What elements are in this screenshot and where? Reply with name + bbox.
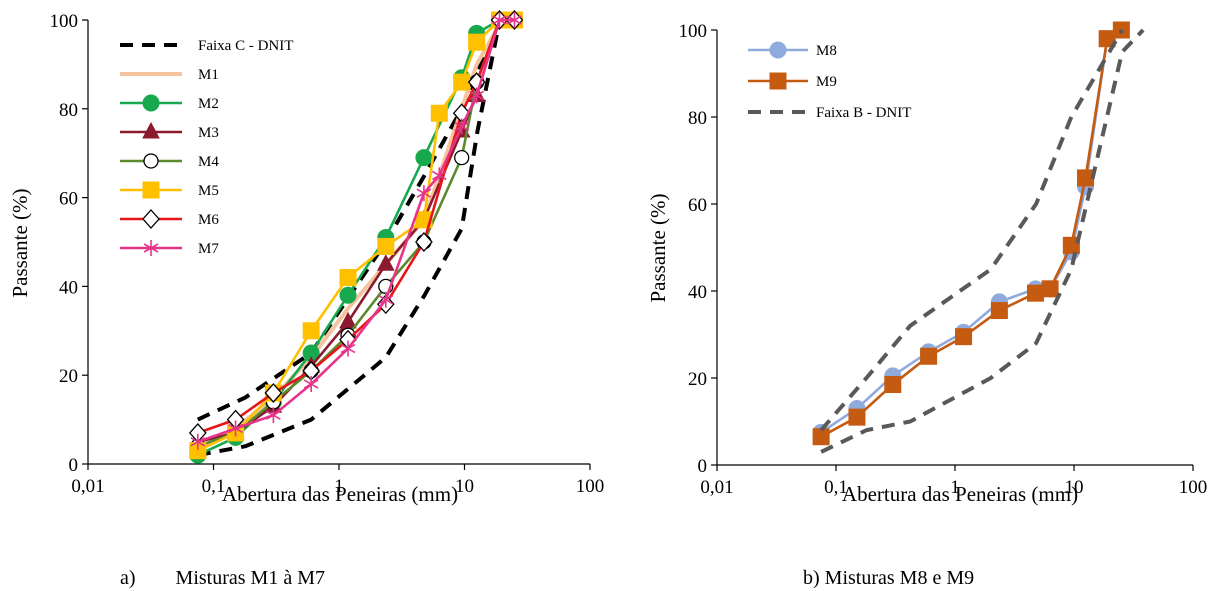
chart-b-ytick-label: 60 bbox=[688, 195, 707, 216]
chart-b-xtick-label: 1 bbox=[950, 477, 960, 498]
chart-a-series-7-point bbox=[454, 118, 470, 135]
chart-a-series bbox=[188, 9, 524, 464]
chart-a-legend-label-4: M4 bbox=[198, 154, 219, 170]
chart-a-series-5-point bbox=[339, 269, 357, 287]
chart-a-ytick-label: 60 bbox=[59, 189, 78, 210]
chart-a: Passante (%) Abertura das Peneiras (mm) … bbox=[8, 9, 605, 589]
chart-a-series-7-point bbox=[469, 87, 485, 104]
chart-a-legend-marker-4 bbox=[143, 153, 159, 169]
chart-b-series-1-point bbox=[955, 328, 973, 346]
chart-a-legend-label-0: Faixa C - DNIT bbox=[198, 38, 293, 54]
chart-b-legend-marker-1 bbox=[769, 72, 787, 90]
chart-a-xlabel: Abertura das Peneiras (mm) bbox=[222, 482, 458, 506]
chart-a-legend-marker-3 bbox=[142, 121, 160, 139]
chart-b-legend-label-1: M9 bbox=[816, 74, 837, 90]
chart-b-series-1-point bbox=[884, 376, 902, 394]
chart-a-legend-marker-5 bbox=[142, 181, 160, 199]
chart-b-series-2-line-0 bbox=[819, 28, 1124, 432]
chart-a-ytick-label: 100 bbox=[50, 11, 79, 32]
chart-a-legend-label-6: M6 bbox=[198, 212, 219, 228]
chart-b-series-2-line-1 bbox=[820, 28, 1145, 454]
chart-b-ytick-label: 0 bbox=[698, 456, 708, 477]
chart-a-series-7-point bbox=[303, 376, 319, 393]
chart-b-ticks: 0 20 40 60 80 100 0,01 0,1 1 10 100 bbox=[679, 21, 1208, 498]
chart-a-series-7-point bbox=[378, 291, 394, 308]
chart-a-series-7-point bbox=[340, 340, 356, 357]
chart-a-legend-label-3: M3 bbox=[198, 125, 219, 141]
chart-b-series-0-line-0 bbox=[820, 28, 1123, 434]
chart-a-series-7-point bbox=[190, 433, 206, 450]
chart-a-ytick-label: 0 bbox=[69, 455, 79, 476]
chart-b-ylabel: Passante (%) bbox=[646, 193, 670, 302]
chart-b-xlabel: Abertura das Peneiras (mm) bbox=[842, 482, 1078, 506]
chart-b-series-1-point bbox=[1027, 284, 1045, 302]
chart-a-xtick-label: 100 bbox=[576, 476, 605, 497]
chart-b-series-1-point bbox=[920, 347, 938, 365]
chart-a-series-5-point bbox=[430, 104, 448, 122]
chart-a-series-0-line-1 bbox=[197, 19, 502, 458]
chart-a-ytick-label: 80 bbox=[59, 100, 78, 121]
chart-a-series-7-point bbox=[492, 12, 507, 28]
chart-a-series-5-point bbox=[453, 73, 471, 91]
chart-a-legend-label-7: M7 bbox=[198, 241, 219, 257]
chart-a-legend-marker-2 bbox=[142, 94, 160, 112]
chart-a-legend-label-5: M5 bbox=[198, 183, 219, 199]
chart-b-ytick-label: 80 bbox=[688, 108, 707, 129]
chart-a-series-5-point bbox=[377, 237, 395, 255]
chart-b-xtick-label: 100 bbox=[1179, 477, 1208, 498]
chart-a-xtick-label: 1 bbox=[334, 476, 344, 497]
chart-a-series-3-point bbox=[376, 254, 395, 271]
chart-b-series-1-point bbox=[1098, 30, 1116, 48]
chart-b-series-1-point bbox=[1041, 280, 1059, 298]
chart-a-legend-label-1: M1 bbox=[198, 67, 219, 83]
chart-a-ylabel: Passante (%) bbox=[8, 188, 32, 297]
chart-a-series-6-point bbox=[264, 382, 283, 403]
chart-a-series-7-point bbox=[431, 167, 447, 184]
chart-a-ticks: 0 20 40 60 80 100 0,01 0,1 1 10 100 bbox=[50, 11, 605, 497]
chart-b-series-1-point bbox=[990, 302, 1008, 320]
chart-a-legend-marker-7 bbox=[143, 240, 159, 256]
chart-b-xtick-label: 10 bbox=[1065, 477, 1084, 498]
chart-a-series-4-point bbox=[454, 149, 470, 166]
chart-b-legend-marker-0 bbox=[769, 41, 787, 59]
chart-b-legend: M8 M9 Faixa B - DNIT bbox=[748, 41, 911, 121]
chart-a-caption: a) Misturas M1 à M7 bbox=[120, 567, 325, 589]
chart-a-series-7-point bbox=[266, 407, 281, 424]
chart-a-legend: Faixa C - DNIT M1 M2 M3 M4 M5 M6 M7 bbox=[120, 38, 293, 257]
chart-b-series-1 bbox=[812, 21, 1130, 446]
chart-a-series-6-point bbox=[415, 232, 433, 252]
chart-b-ytick-label: 100 bbox=[679, 21, 708, 42]
chart-b-series-2 bbox=[819, 28, 1145, 454]
chart-a-legend-marker-6 bbox=[142, 209, 160, 229]
chart-a-series-5-point bbox=[302, 322, 320, 340]
chart-b: Passante (%) Abertura das Peneiras (mm) … bbox=[646, 21, 1207, 589]
chart-b-ytick-label: 20 bbox=[688, 369, 707, 390]
chart-a-ytick-label: 20 bbox=[59, 366, 78, 387]
chart-a-series-7-point bbox=[416, 185, 432, 202]
chart-a-series-2-point bbox=[339, 286, 357, 304]
chart-b-series bbox=[812, 21, 1145, 454]
chart-b-caption: b) Misturas M8 e M9 bbox=[803, 567, 974, 589]
chart-a-xtick-label: 0,01 bbox=[71, 476, 104, 497]
chart-b-series-1-point bbox=[848, 408, 866, 426]
chart-a-series-7 bbox=[190, 12, 522, 450]
chart-b-legend-label-0: M8 bbox=[816, 43, 837, 59]
chart-b-xtick-label: 0,01 bbox=[700, 477, 733, 498]
chart-a-xtick-label: 10 bbox=[455, 476, 474, 497]
chart-a-series-7-line-0 bbox=[197, 18, 515, 444]
chart-b-ytick-label: 40 bbox=[688, 282, 707, 303]
chart-b-xtick-label: 0,1 bbox=[824, 477, 848, 498]
chart-a-xtick-label: 0,1 bbox=[202, 476, 226, 497]
chart-b-series-1-point bbox=[1062, 236, 1080, 254]
chart-b-legend-label-2: Faixa B - DNIT bbox=[816, 105, 911, 121]
chart-a-series-7-point bbox=[228, 420, 243, 437]
chart-b-series-1-point bbox=[812, 428, 830, 446]
chart-a-legend-label-2: M2 bbox=[198, 96, 219, 112]
chart-a-ytick-label: 40 bbox=[59, 277, 78, 298]
chart-a-series-5-point bbox=[468, 33, 486, 51]
chart-a-series-7-point bbox=[507, 12, 522, 28]
chart-a-series-2-point bbox=[415, 149, 433, 167]
